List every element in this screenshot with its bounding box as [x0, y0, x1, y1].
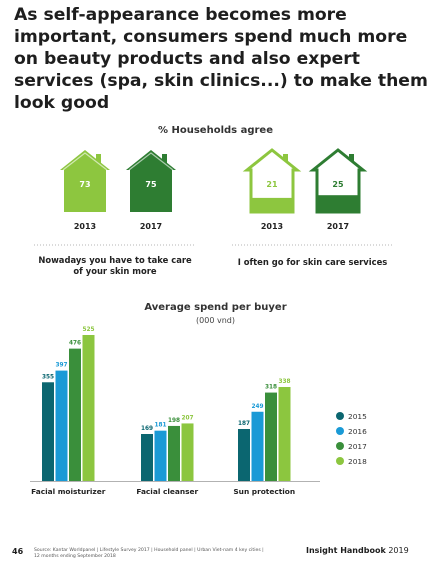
bar-2016-2	[251, 411, 264, 481]
house-value: 25	[332, 180, 344, 189]
bar-2016-0	[55, 370, 68, 481]
page-number: 46	[12, 547, 24, 556]
bar-value-label: 169	[141, 426, 153, 432]
statement-skin-services-line-1: I often go for skin care services	[237, 257, 388, 267]
brand-name: Insight Handbook	[306, 546, 386, 555]
roof-highlight	[128, 152, 174, 171]
house-value: 21	[266, 180, 278, 189]
headline-line-4: services (spa, skin clinics...) to make …	[14, 71, 428, 91]
bar-value-label: 207	[181, 415, 193, 421]
house-icon-filled	[126, 150, 176, 212]
bar-2016-1	[154, 430, 167, 481]
bar-2018-0	[82, 335, 95, 481]
chimney	[96, 154, 101, 164]
bar-value-label: 525	[82, 327, 94, 333]
house-fill-level	[317, 195, 359, 212]
footer-source: Source: Kantar Worldpanel | Lifestyle Su…	[34, 548, 264, 560]
spend-chart-unit: (000 vnd)	[196, 316, 235, 325]
headline-line-3: on beauty products and also expert	[14, 49, 360, 69]
category-label: Sun protection	[233, 487, 295, 496]
bar-value-label: 181	[154, 423, 166, 429]
legend-swatch	[336, 412, 344, 420]
legend-label: 2017	[348, 442, 367, 451]
bar-2017-0	[69, 348, 81, 481]
house-value: 75	[145, 180, 157, 189]
legend-swatch	[336, 442, 344, 450]
chimney	[162, 154, 167, 164]
house-2017-skin-services: 25 2017	[308, 148, 368, 231]
house-fill-level	[251, 197, 293, 212]
bar-2018-2	[278, 387, 291, 481]
bar-value-label: 187	[238, 421, 250, 427]
bar-value-label: 355	[42, 374, 54, 380]
legend-label: 2015	[348, 412, 367, 421]
footer-brand: Insight Handbook 2019	[306, 546, 409, 555]
statement-skin-care-line-2: of your skin more	[73, 266, 157, 276]
bar-2015-1	[141, 434, 153, 481]
brand-year: 2019	[388, 546, 409, 555]
bar-value-label: 338	[278, 379, 290, 385]
headline-line-2: important, consumers spend much more	[14, 27, 408, 47]
legend-item-2018: 2018	[336, 457, 367, 466]
house-icon-filled	[60, 150, 110, 212]
roof-highlight	[62, 152, 108, 171]
house-2013-skin-care: 73 2013	[60, 150, 110, 231]
legend-item-2015: 2015	[336, 412, 367, 421]
bar-2015-2	[238, 428, 250, 481]
house-year-label: 2013	[74, 222, 96, 231]
bar-value-label: 318	[265, 385, 277, 391]
bar-value-label: 476	[69, 341, 81, 347]
bar-2017-1	[168, 425, 180, 481]
house-year-label: 2017	[327, 222, 349, 231]
bar-2015-0	[42, 382, 54, 481]
spend-chart-title: Average spend per buyer	[144, 302, 287, 313]
legend-swatch	[336, 427, 344, 435]
households-chart-title: % Households agree	[157, 125, 273, 136]
category-label: Facial moisturizer	[31, 487, 106, 496]
legend-label: 2018	[348, 457, 367, 466]
legend-swatch	[336, 457, 344, 465]
headline: As self-appearance becomes more importan…	[14, 4, 428, 114]
house-year-label: 2017	[140, 222, 162, 231]
statement-skin-care: Nowadays you have to take care of your s…	[30, 255, 200, 277]
bar-value-label: 198	[168, 418, 180, 424]
bar-2017-2	[265, 392, 277, 481]
headline-line-5: look good	[14, 93, 110, 113]
house-icon-partial	[242, 148, 302, 214]
legend-item-2017: 2017	[336, 442, 367, 451]
bar-2018-1	[181, 423, 194, 481]
statement-skin-services: I often go for skin care services	[220, 257, 405, 268]
legend-item-2016: 2016	[336, 427, 367, 436]
house-year-label: 2013	[261, 222, 283, 231]
legend-label: 2016	[348, 427, 367, 436]
house-value: 73	[79, 180, 90, 189]
statement-skin-care-line-1: Nowadays you have to take care	[38, 255, 192, 265]
headline-line-1: As self-appearance becomes more	[14, 5, 347, 25]
category-label: Facial cleanser	[136, 487, 198, 496]
bar-value-label: 249	[251, 404, 263, 410]
house-2013-skin-services: 21 2013	[242, 148, 302, 231]
house-2017-skin-care: 75 2017	[126, 150, 176, 231]
bar-value-label: 397	[55, 363, 67, 369]
